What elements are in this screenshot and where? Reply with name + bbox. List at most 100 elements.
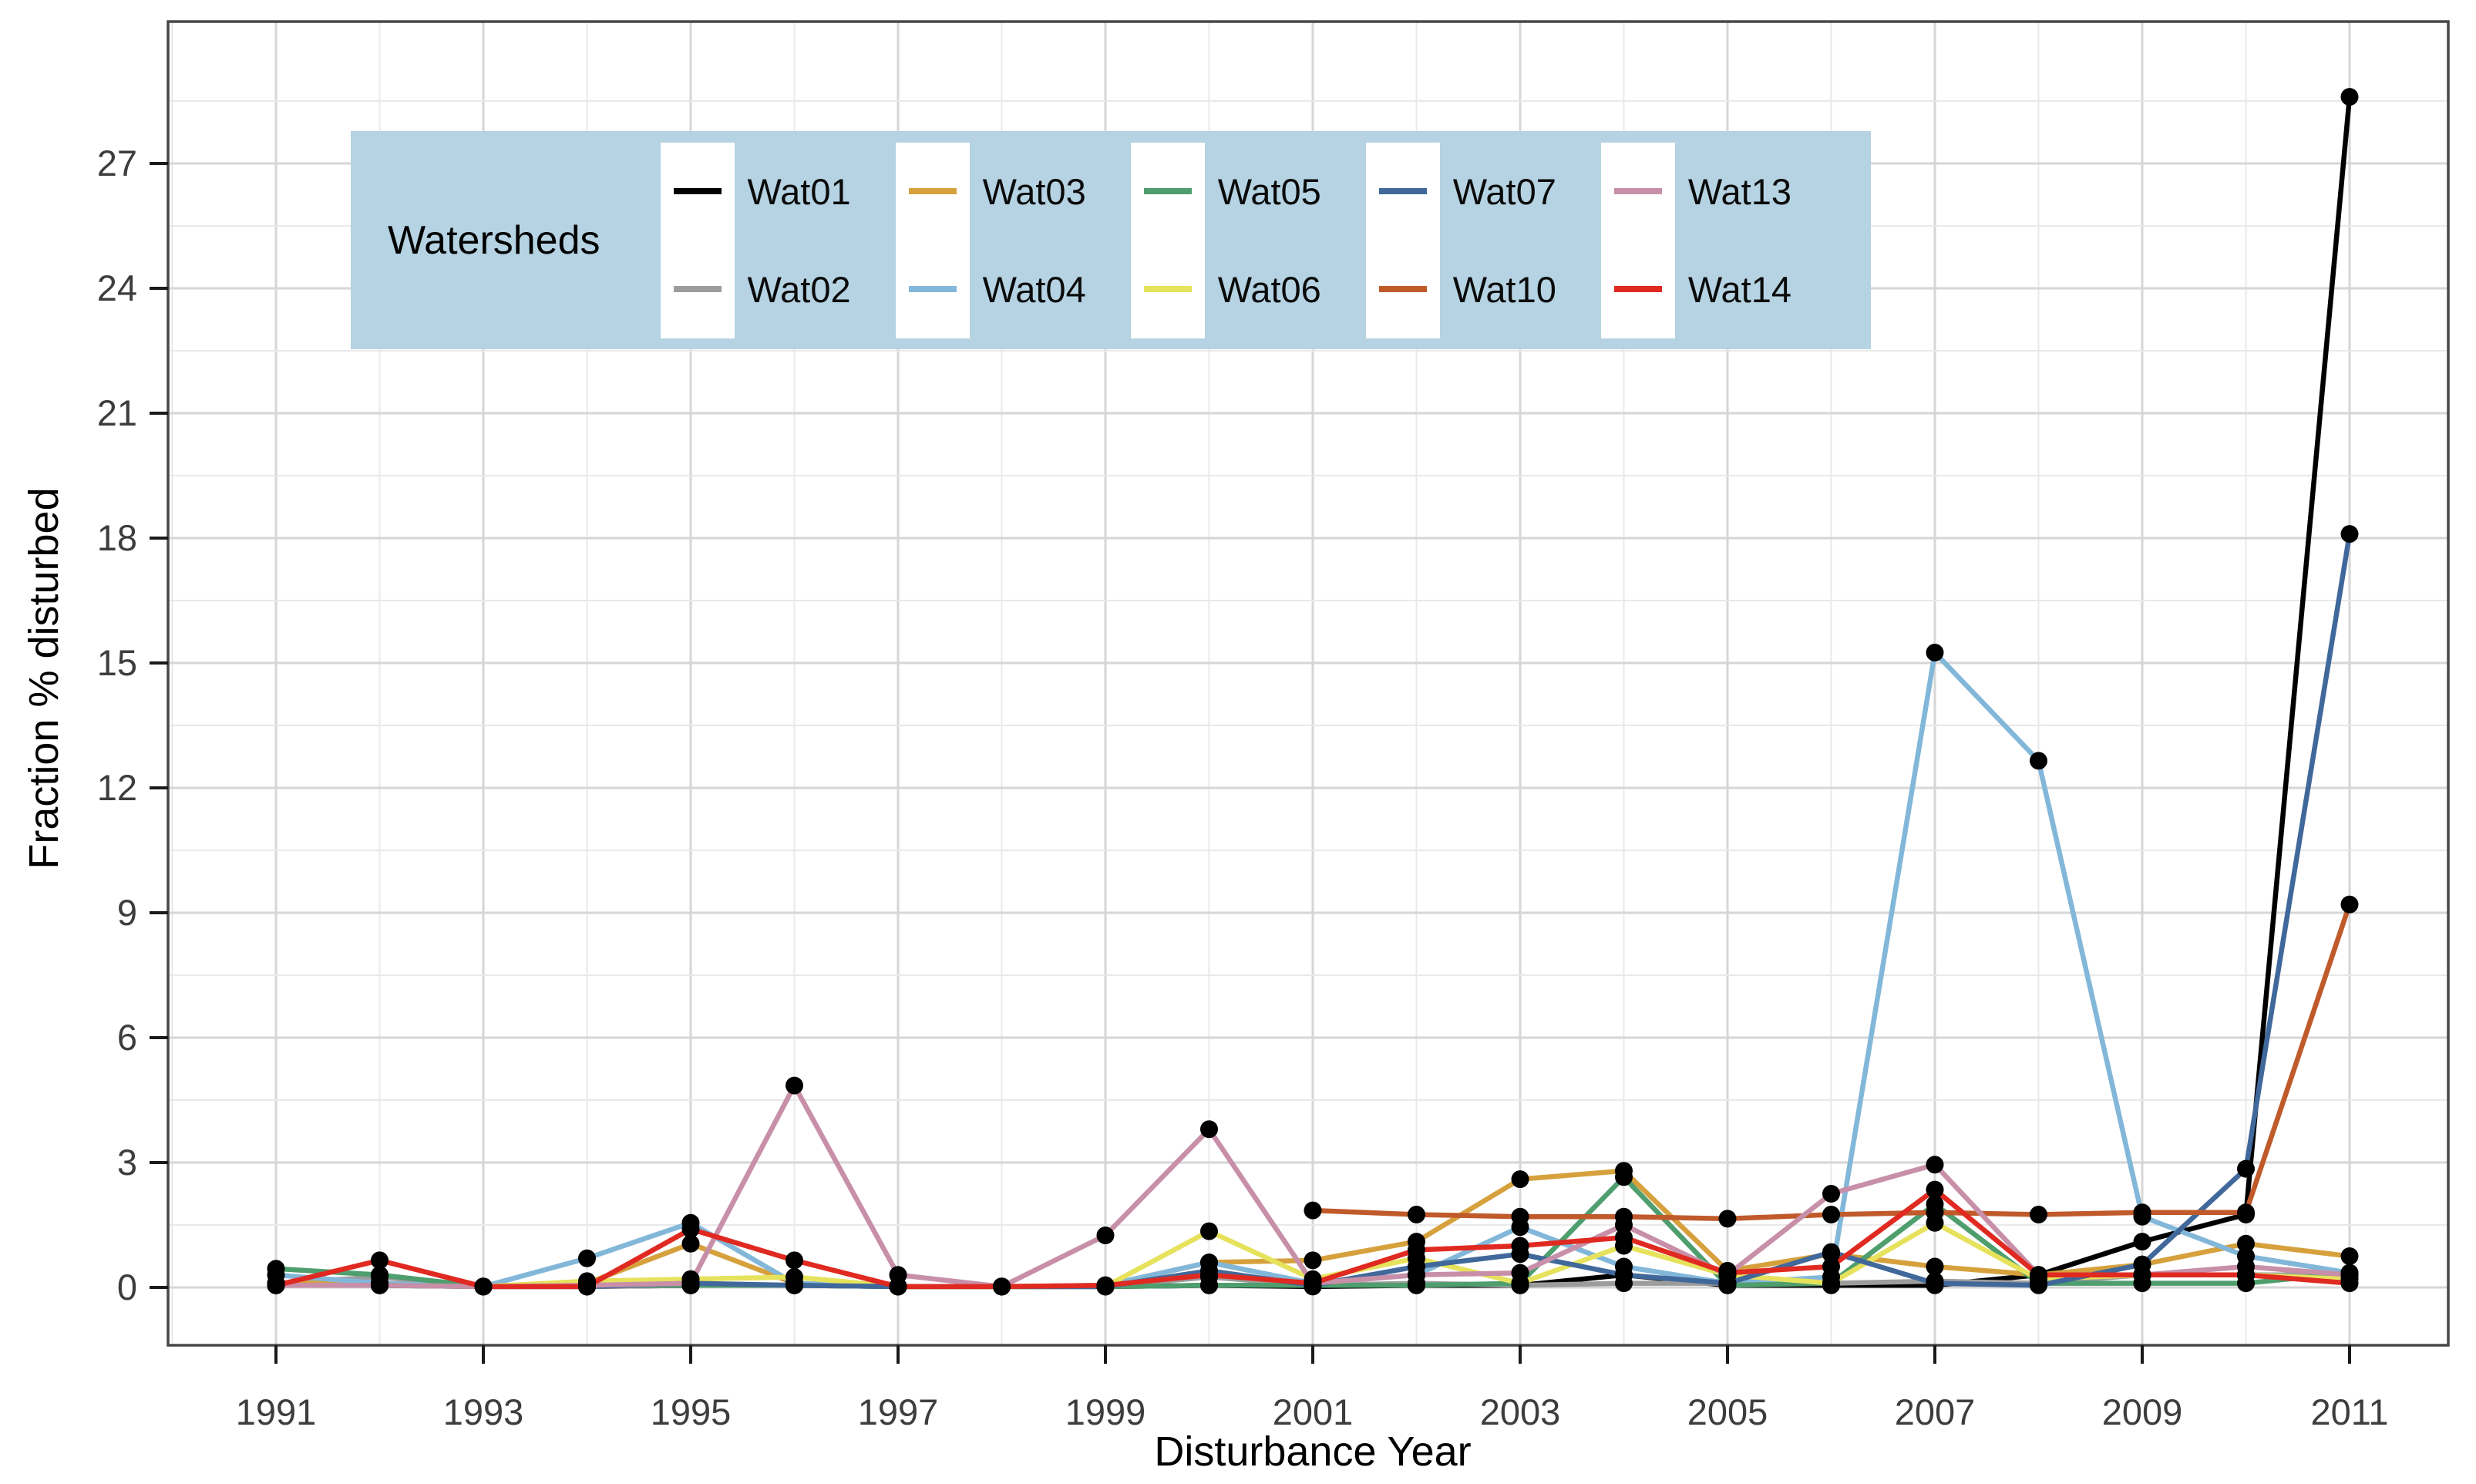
x-tick-label: 1991 [236, 1391, 317, 1432]
data-point-Wat14 [267, 1276, 285, 1294]
x-tick-label: 2003 [1480, 1391, 1561, 1432]
data-point-Wat14 [474, 1277, 493, 1296]
data-point-Wat14 [2237, 1266, 2255, 1284]
y-tick-label: 3 [117, 1142, 137, 1183]
x-tick-label: 1995 [651, 1391, 732, 1432]
data-point-Wat14 [2133, 1266, 2151, 1284]
data-point-Wat03 [2237, 1234, 2255, 1253]
data-point-Wat05 [267, 1260, 285, 1278]
data-point-Wat14 [1200, 1266, 1218, 1284]
legend-entry-Wat03: Wat03 [895, 142, 1086, 241]
legend-line-swatch [1613, 286, 1662, 292]
data-point-Wat03 [1511, 1170, 1529, 1189]
x-tick-label: 1999 [1065, 1391, 1146, 1432]
legend-entry-Wat10: Wat10 [1365, 240, 1556, 338]
legend-entry-Wat07: Wat07 [1365, 142, 1556, 241]
data-point-Wat04 [578, 1249, 596, 1267]
legend-key [1130, 142, 1205, 241]
data-point-Wat06 [1822, 1274, 1840, 1293]
legend-key [1600, 142, 1675, 241]
x-tick-label: 1997 [858, 1391, 939, 1432]
x-tick-label: 2005 [1687, 1391, 1768, 1432]
data-point-Wat07 [2237, 1159, 2255, 1178]
x-tick-label: 2011 [2310, 1391, 2388, 1432]
data-point-Wat13 [1615, 1216, 1633, 1234]
data-point-Wat07 [1615, 1266, 1633, 1284]
x-axis-title: Disturbance Year [1154, 1428, 1472, 1475]
data-point-Wat14 [1822, 1257, 1840, 1276]
data-point-Wat01 [2133, 1233, 2151, 1251]
data-point-Wat10 [1304, 1201, 1322, 1220]
legend-entry-Wat05: Wat05 [1130, 142, 1321, 241]
legend-entry-Wat02: Wat02 [660, 240, 851, 338]
data-point-Wat14 [993, 1277, 1011, 1296]
data-point-Wat14 [889, 1277, 907, 1296]
legend-title: Watersheds [388, 217, 600, 263]
legend-label: Wat02 [747, 268, 851, 310]
legend-label: Wat13 [1687, 170, 1791, 212]
x-tick-label: 2001 [1273, 1391, 1354, 1432]
panel-border [167, 20, 2450, 1347]
legend-entry-Wat04: Wat04 [895, 240, 1086, 338]
y-tick-label: 15 [97, 642, 137, 683]
data-point-Wat07 [2340, 525, 2359, 543]
y-tick-label: 27 [97, 143, 137, 183]
data-point-Wat14 [1615, 1228, 1633, 1247]
data-point-Wat13 [681, 1274, 700, 1293]
data-point-Wat14 [786, 1251, 803, 1270]
x-tick-label: 1993 [443, 1391, 524, 1432]
legend-line-swatch [1378, 188, 1427, 194]
data-point-Wat10 [1511, 1207, 1529, 1226]
data-point-Wat14 [1926, 1180, 1944, 1199]
legend-line-swatch [908, 188, 957, 194]
y-axis-title: Fraction % disturbed [21, 487, 67, 870]
legend-label: Wat07 [1452, 170, 1556, 212]
legend-line-swatch [1378, 286, 1427, 292]
legend-label: Wat05 [1217, 170, 1321, 212]
legend-line-swatch [673, 286, 722, 292]
data-point-Wat14 [2030, 1266, 2047, 1284]
data-point-Wat14 [1511, 1237, 1529, 1255]
legend-entry-Wat06: Wat06 [1130, 240, 1321, 338]
data-point-Wat07 [786, 1276, 803, 1294]
data-point-Wat03 [2340, 1247, 2359, 1265]
legend-label: Wat04 [982, 268, 1086, 310]
data-point-Wat13 [1926, 1156, 1944, 1174]
data-point-Wat14 [2340, 1274, 2359, 1293]
y-tick-label: 18 [97, 517, 137, 558]
data-point-Wat13 [1200, 1120, 1218, 1139]
data-point-Wat10 [1408, 1206, 1425, 1223]
data-point-Wat03 [681, 1234, 700, 1253]
legend-line-swatch [673, 188, 722, 194]
legend-label: Wat10 [1452, 268, 1556, 310]
y-tick-label: 0 [117, 1267, 137, 1307]
legend-line-swatch [1613, 188, 1662, 194]
data-point-Wat13 [1408, 1266, 1425, 1284]
legend-key [1365, 142, 1440, 241]
legend-label: Wat14 [1687, 268, 1791, 310]
legend-line-swatch [1143, 286, 1192, 292]
data-point-Wat10 [1926, 1203, 1944, 1222]
legend-entry-Wat01: Wat01 [660, 142, 851, 241]
data-point-Wat10 [2237, 1203, 2255, 1222]
data-point-Wat10 [1718, 1210, 1737, 1228]
y-tick-label: 24 [97, 268, 137, 308]
legend-key [1130, 240, 1205, 338]
legend-key [660, 142, 735, 241]
y-tick-label: 21 [97, 392, 137, 433]
data-point-Wat13 [786, 1076, 803, 1095]
legend-label: Wat01 [747, 170, 851, 212]
data-point-Wat10 [2133, 1203, 2151, 1222]
data-point-Wat14 [681, 1220, 700, 1238]
x-tick-label: 2009 [2102, 1391, 2183, 1432]
data-point-Wat05 [1615, 1168, 1633, 1186]
data-point-Wat04 [1926, 644, 1944, 661]
legend-line-swatch [908, 286, 957, 292]
data-point-Wat14 [578, 1277, 596, 1296]
data-point-Wat13 [1822, 1185, 1840, 1203]
y-tick-label: 9 [117, 892, 137, 933]
data-point-Wat14 [1304, 1274, 1322, 1293]
legend-entries: Wat01 Wat02 Wat03 Wat04 Wat05 Wat06 Wat07 Wat10… [660, 142, 1791, 338]
legend-key [895, 142, 970, 241]
